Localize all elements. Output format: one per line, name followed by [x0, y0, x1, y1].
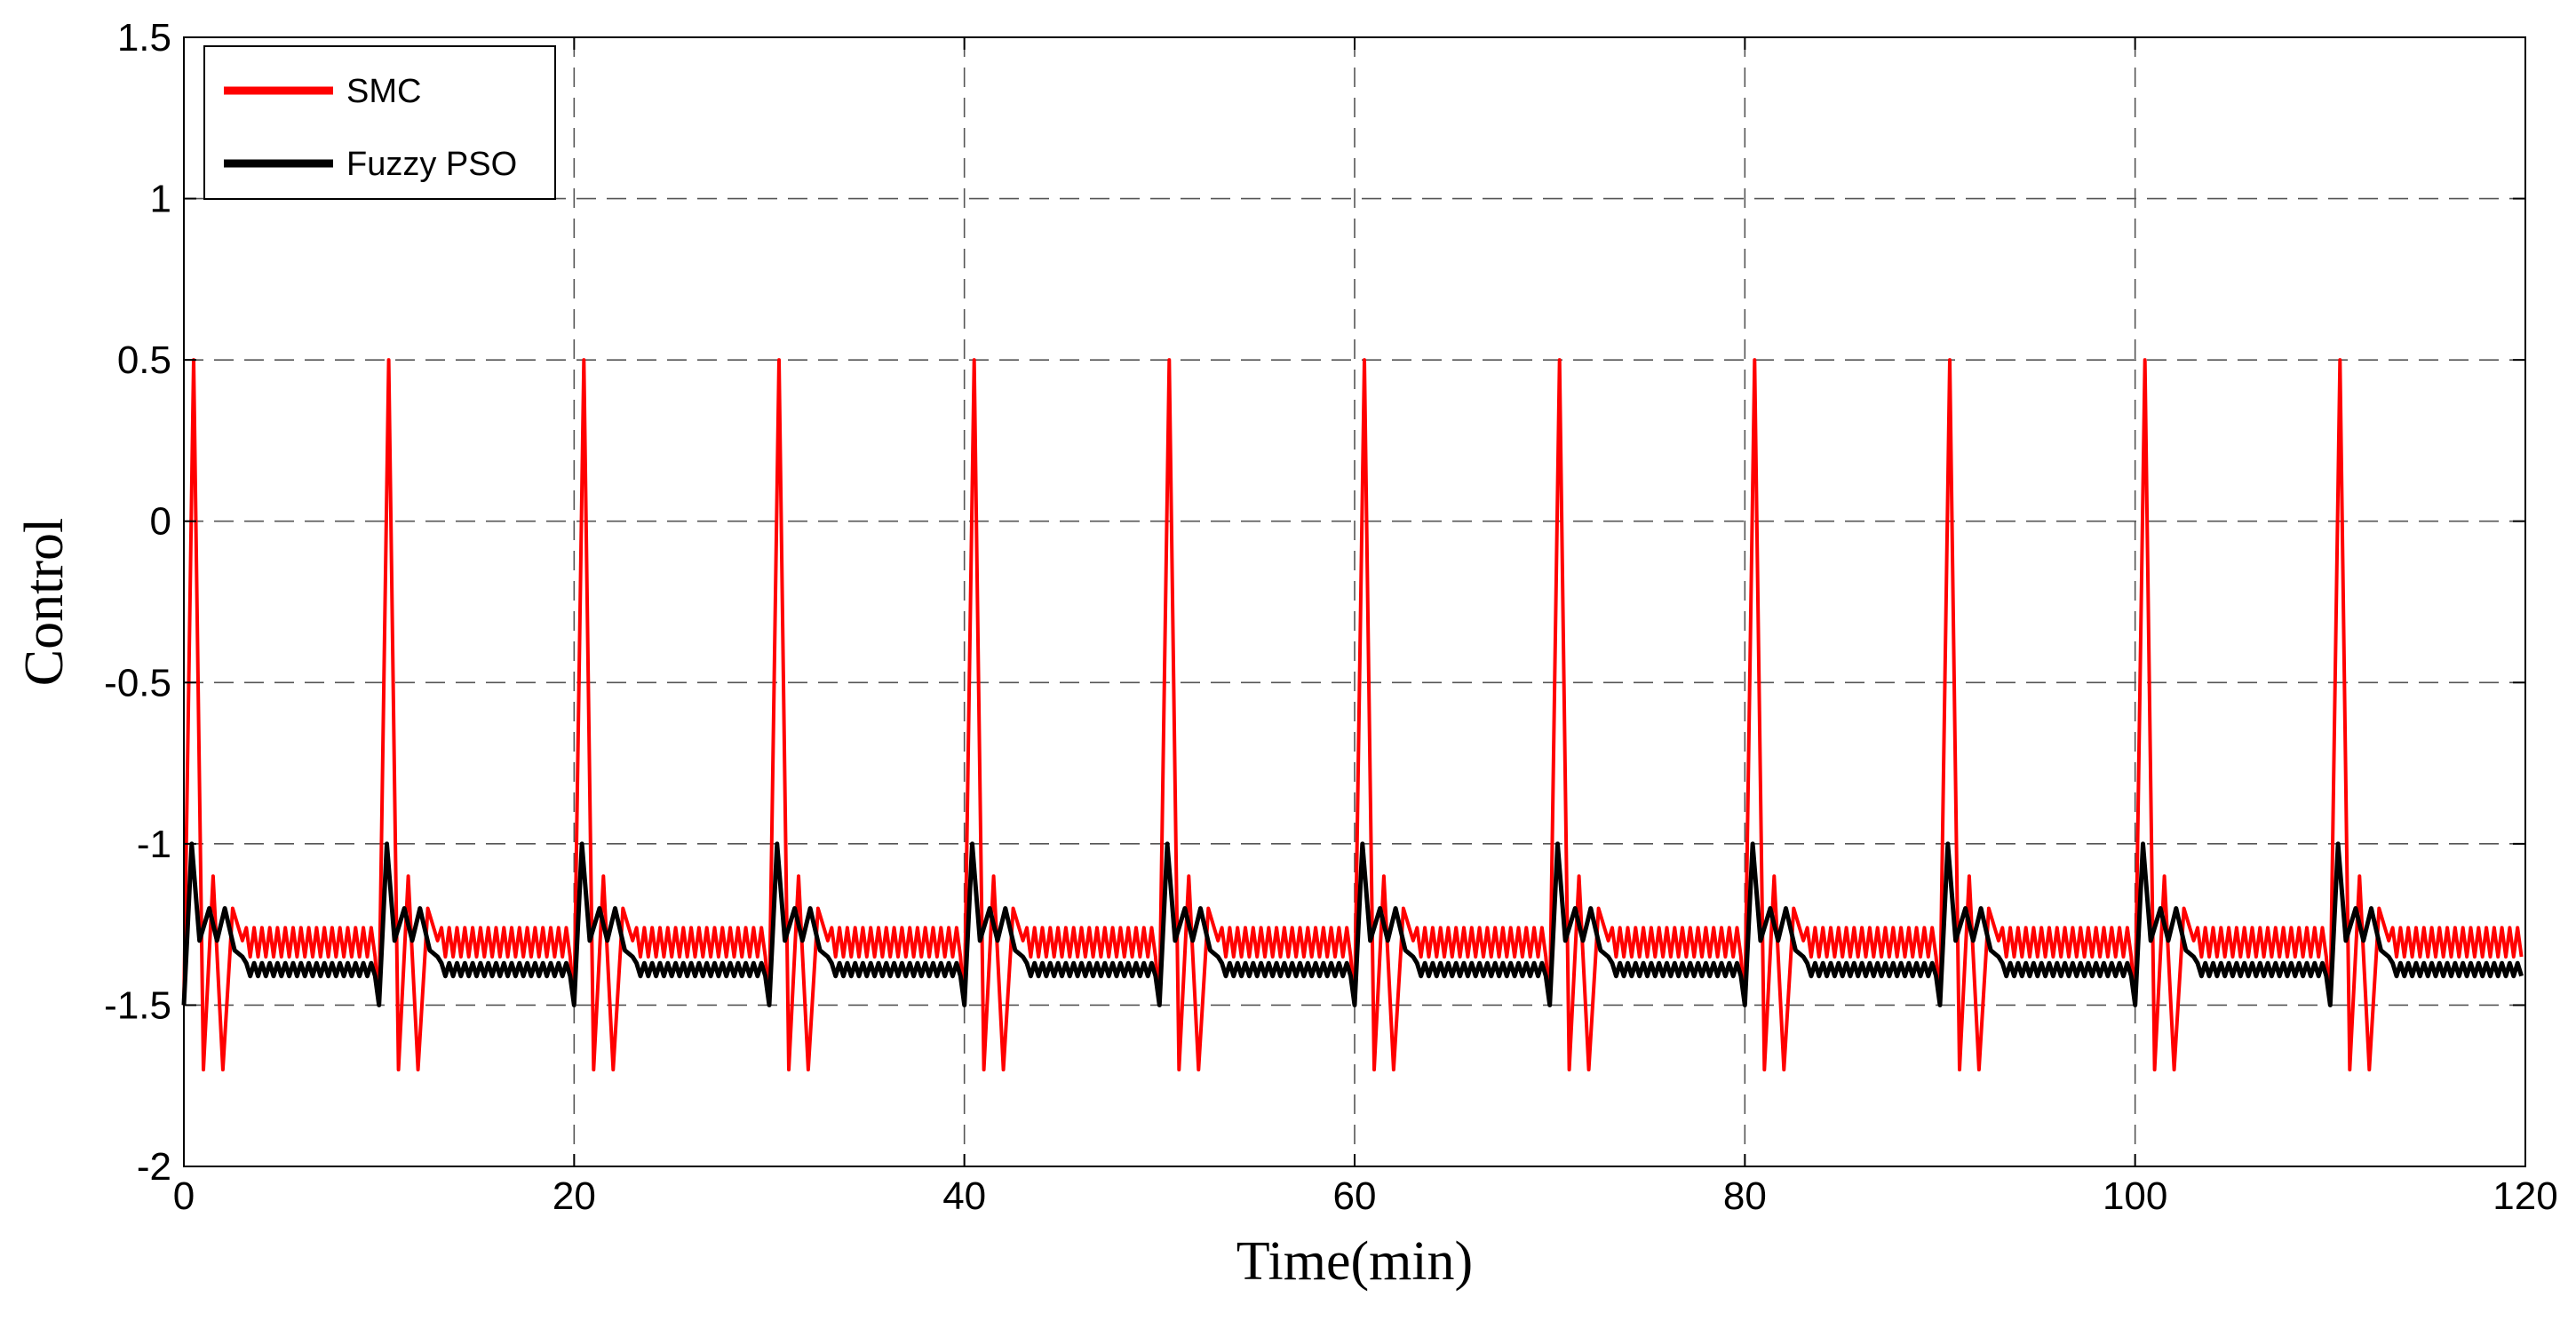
axis-ticks: 0 20 40 60 80 100 120 -2 -1.5 -1 -0.5 0 0.5 1 1.5 — [104, 16, 2558, 1218]
y-tick-label: -1.5 — [104, 983, 171, 1027]
y-tick-label: 0 — [150, 500, 171, 544]
x-tick-label: 20 — [553, 1174, 596, 1218]
legend-box — [203, 45, 556, 200]
x-tick-label: 80 — [1723, 1174, 1767, 1218]
y-tick-label: 1 — [150, 178, 171, 221]
x-tick-label: 60 — [1333, 1174, 1377, 1218]
series-line-fuzzy-pso — [181, 841, 2524, 1007]
x-tick-label: 120 — [2493, 1174, 2557, 1218]
y-tick-label: 1.5 — [117, 16, 171, 60]
y-tick-label: -0.5 — [104, 661, 171, 704]
y-axis-title: Control — [14, 518, 75, 686]
x-tick-label: 40 — [942, 1174, 986, 1218]
legend: SMC Fuzzy PSO — [203, 45, 556, 200]
legend-label: SMC — [346, 73, 421, 110]
x-axis-title: Time(min) — [1236, 1231, 1473, 1292]
series-layer — [181, 358, 2524, 1072]
x-tick-label: 0 — [173, 1174, 195, 1218]
y-tick-label: 0.5 — [117, 338, 171, 382]
legend-label: Fuzzy PSO — [346, 146, 517, 183]
y-tick-label: -1 — [137, 823, 171, 866]
x-tick-label: 100 — [2103, 1174, 2167, 1218]
y-tick-label: -2 — [137, 1145, 171, 1189]
